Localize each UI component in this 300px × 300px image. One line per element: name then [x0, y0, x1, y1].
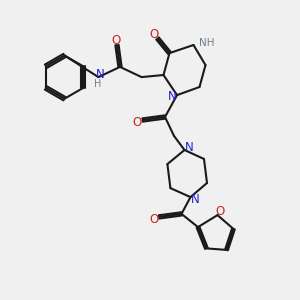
Text: O: O — [149, 213, 158, 226]
Text: O: O — [149, 28, 158, 41]
Text: H: H — [94, 79, 101, 89]
Text: NH: NH — [199, 38, 214, 48]
Text: O: O — [111, 34, 120, 47]
Text: N: N — [190, 193, 200, 206]
Text: O: O — [133, 116, 142, 129]
Text: N: N — [184, 141, 194, 154]
Text: N: N — [168, 90, 177, 103]
Text: N: N — [95, 68, 104, 81]
Text: O: O — [215, 205, 224, 218]
